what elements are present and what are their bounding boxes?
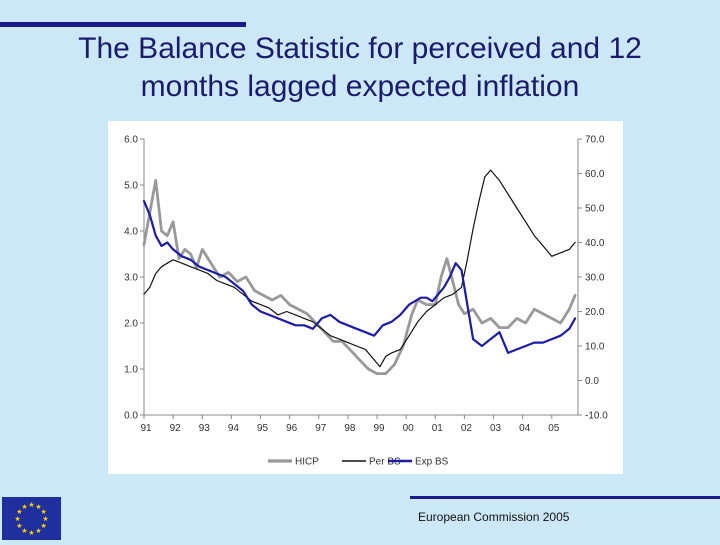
left-tick-label: 6.0 [124,135,138,146]
series-line-exp-bs [142,199,577,354]
x-tick-label: 05 [548,423,560,434]
x-tick-label: 00 [403,423,415,434]
top-accent-bar [0,22,246,27]
x-tick-label: 04 [519,423,531,434]
right-tick-label: 70.0 [585,135,605,146]
eu-flag-stars: ★★★★★★★★★ ★ ★★ [14,501,48,537]
x-tick-label: 99 [373,423,385,434]
star-icon: ★ [35,527,41,535]
right-tick-label: 50.0 [585,204,605,215]
inflation-chart: 6.0 5.0 4.0 3.0 2.0 1.0 0.0 70.0 60.0 50.0 40.0 30.… [124,135,608,468]
legend-label-hicp: HICP [295,457,319,468]
right-tick-label: 30.0 [585,273,605,284]
star-icon: ★ [35,503,41,511]
footer-text: European Commission 2005 [418,510,570,524]
bottom-accent-bar [410,496,720,499]
series-line-hicp [142,179,577,376]
x-tick-label: 92 [170,423,182,434]
left-tick-label: 1.0 [124,365,138,376]
star-icon: ★ [14,515,20,523]
star-icon: ★ [40,522,46,530]
star-icon: ★ [21,527,27,535]
right-tick-label: 60.0 [585,169,605,180]
x-tick-label: 02 [461,423,473,434]
eu-flag-icon: ★ ★ ★ ★ ★ ★ ★ ★ ★ ★ ★ ★ [2,497,61,540]
legend: HICP Per BS Exp BS [268,457,449,468]
x-tick-label: 01 [432,423,444,434]
left-tick-label: 5.0 [124,181,138,192]
right-tick-label: 10.0 [585,342,605,353]
axes: 6.0 5.0 4.0 3.0 2.0 1.0 0.0 70.0 60.0 50.0 40.0 30.… [124,135,608,435]
star-icon: ★ [40,508,46,516]
star-icon: ★ [16,522,22,530]
series-lines [142,169,577,376]
star-icon: ★ [21,503,27,511]
x-tick-label: 96 [286,423,298,434]
title-line-1: The Balance Statistic for perceived and … [78,32,642,65]
chart-panel: 6.0 5.0 4.0 3.0 2.0 1.0 0.0 70.0 60.0 50.0 40.0 30.… [108,121,623,474]
legend-label-exp-bs: Exp BS [415,457,449,468]
left-tick-label: 4.0 [124,227,138,238]
series-line-per-bs [143,169,576,368]
right-tick-label: -10.0 [585,411,608,422]
x-tick-label: 98 [344,423,356,434]
x-tick-label: 93 [199,423,211,434]
title-line-2: months lagged expected inflation [140,70,580,103]
star-icon: ★ [28,529,34,537]
star-icon: ★ [42,515,48,523]
right-tick-label: 40.0 [585,238,605,249]
legend-label-per-bs: Per BS [369,457,401,468]
x-tick-label: 03 [490,423,502,434]
left-tick-label: 0.0 [124,411,138,422]
x-tick-label: 94 [228,423,240,434]
star-icon: ★ [16,508,22,516]
slide-title: The Balance Statistic for perceived and … [0,30,720,106]
left-tick-label: 2.0 [124,319,138,330]
x-tick-label: 97 [315,423,327,434]
left-tick-label: 3.0 [124,273,138,284]
x-tick-label: 95 [257,423,269,434]
right-tick-label: 0.0 [585,376,599,387]
right-tick-label: 20.0 [585,307,605,318]
x-tick-label: 91 [140,423,152,434]
star-icon: ★ [28,501,34,509]
